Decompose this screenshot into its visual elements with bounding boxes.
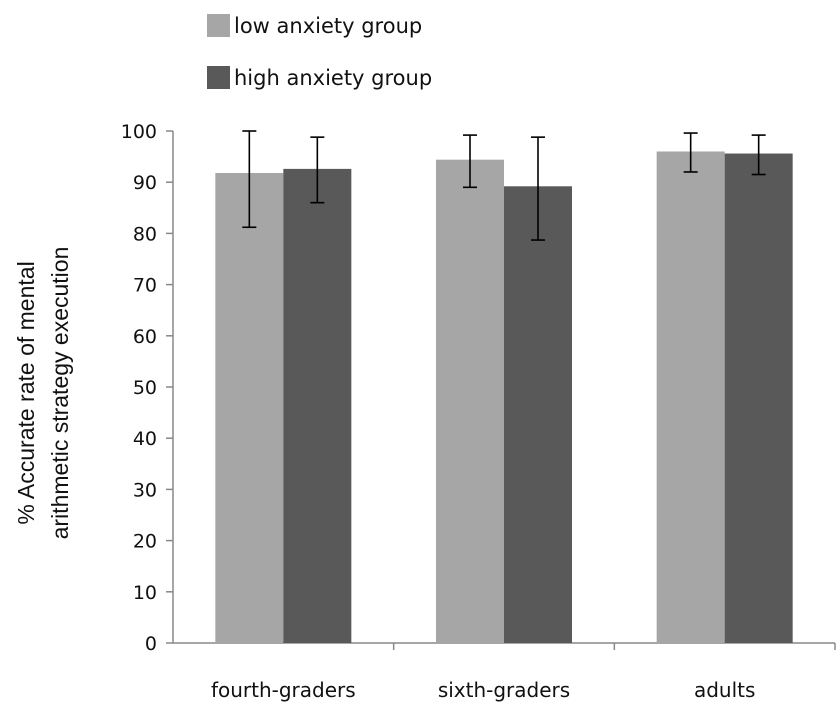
y-tick-label: 50 bbox=[133, 377, 157, 399]
legend-swatch bbox=[207, 66, 230, 89]
y-tick-label: 10 bbox=[133, 582, 157, 604]
y-tick-label: 0 bbox=[145, 633, 157, 655]
y-tick-label: 60 bbox=[133, 326, 157, 348]
x-axis-tick-labels: fourth-graders sixth-graders adults bbox=[211, 678, 755, 702]
bar bbox=[215, 172, 284, 643]
x-tick-label: adults bbox=[694, 678, 755, 702]
y-tick-label: 90 bbox=[133, 172, 157, 194]
bar bbox=[724, 153, 793, 643]
bar bbox=[436, 159, 504, 643]
x-tick-label: sixth-graders bbox=[438, 678, 570, 702]
bars bbox=[215, 151, 793, 644]
y-tick-label: 80 bbox=[133, 223, 157, 245]
y-tick-label: 100 bbox=[121, 121, 157, 143]
bar bbox=[504, 186, 572, 643]
y-axis-title-line: arithmetic strategy execution bbox=[47, 247, 73, 540]
y-tick-label: 20 bbox=[133, 531, 157, 553]
error-bars bbox=[242, 130, 766, 241]
bar bbox=[656, 151, 725, 644]
y-tick-label: 30 bbox=[133, 479, 157, 501]
axes: 0 10 20 30 40 50 60 70 80 90 100 bbox=[121, 121, 836, 655]
y-tick-label: 70 bbox=[133, 275, 157, 297]
legend-swatch bbox=[207, 14, 230, 37]
legend: low anxiety group high anxiety group bbox=[207, 14, 432, 90]
y-tick-label: 40 bbox=[133, 428, 157, 450]
legend-label: low anxiety group bbox=[234, 14, 422, 38]
bar bbox=[283, 168, 352, 643]
legend-label: high anxiety group bbox=[234, 66, 432, 90]
y-axis-title: % Accurate rate of mental arithmetic stra… bbox=[13, 247, 73, 540]
x-tick-label: fourth-graders bbox=[211, 678, 356, 702]
y-axis-title-line: % Accurate rate of mental bbox=[13, 261, 39, 524]
y-axis-title-group: % Accurate rate of mental arithmetic stra… bbox=[13, 247, 73, 540]
